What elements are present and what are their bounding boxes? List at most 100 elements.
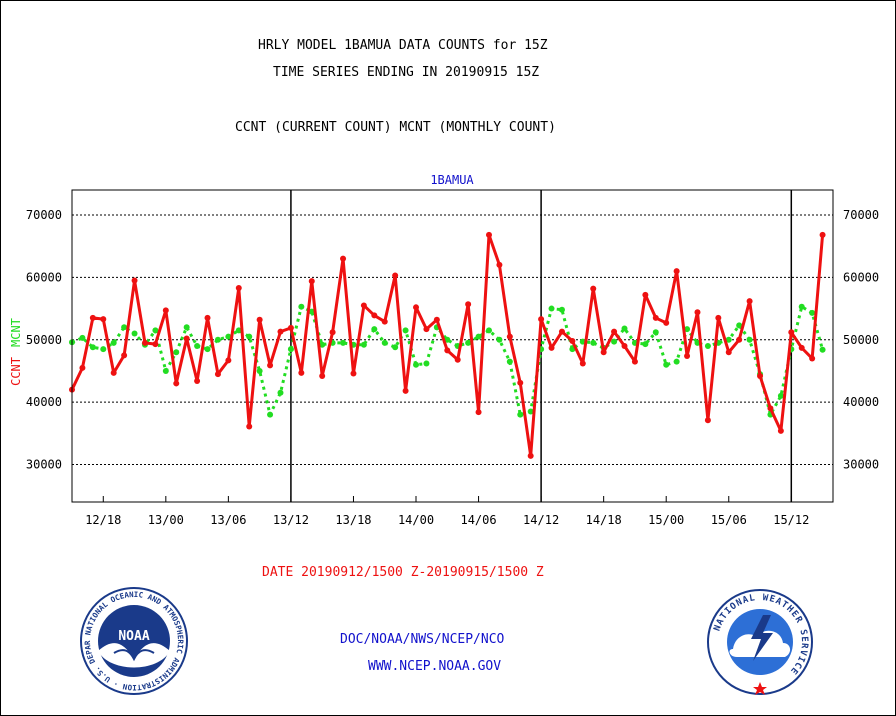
data-point-ccnt bbox=[548, 344, 555, 351]
data-point-ccnt bbox=[819, 231, 826, 238]
data-point-ccnt bbox=[214, 371, 221, 378]
data-point-mcnt bbox=[371, 326, 378, 333]
data-point-mcnt bbox=[527, 408, 534, 415]
data-point-mcnt bbox=[704, 343, 711, 349]
y-label-ccnt: CCNT bbox=[9, 357, 23, 386]
data-point-ccnt bbox=[725, 349, 732, 356]
data-point-ccnt bbox=[381, 318, 388, 325]
data-point-ccnt bbox=[235, 284, 242, 291]
org-label: DOC/NOAA/NWS/NCEP/NCO bbox=[340, 632, 505, 647]
data-point-mcnt bbox=[746, 336, 753, 343]
data-point-mcnt bbox=[485, 327, 492, 334]
data-point-ccnt bbox=[152, 341, 159, 348]
data-point-ccnt bbox=[454, 356, 461, 363]
series-layer bbox=[69, 231, 826, 459]
data-point-mcnt bbox=[621, 325, 628, 332]
data-point-ccnt bbox=[444, 347, 451, 354]
ncep-website-link[interactable]: WWW.NCEP.NOAA.GOV bbox=[368, 659, 502, 674]
data-point-ccnt bbox=[100, 316, 107, 323]
data-point-ccnt bbox=[631, 358, 638, 365]
data-point-ccnt bbox=[809, 355, 816, 362]
data-point-ccnt bbox=[465, 301, 472, 308]
data-point-ccnt bbox=[527, 452, 534, 459]
x-tick-label: 14/00 bbox=[398, 513, 434, 527]
data-point-ccnt bbox=[569, 338, 576, 345]
y-tick-label-left: 30000 bbox=[26, 458, 62, 472]
data-point-ccnt bbox=[350, 370, 357, 377]
plot-area bbox=[71, 189, 834, 503]
data-point-mcnt bbox=[204, 346, 211, 353]
data-point-mcnt bbox=[809, 309, 816, 316]
data-point-ccnt bbox=[621, 343, 628, 349]
data-point-ccnt bbox=[162, 307, 169, 314]
data-point-mcnt bbox=[423, 360, 430, 367]
y-tick-label-right: 70000 bbox=[843, 208, 879, 222]
data-point-mcnt bbox=[319, 341, 326, 348]
data-point-ccnt bbox=[611, 328, 618, 335]
data-point-mcnt bbox=[475, 333, 482, 340]
data-point-mcnt bbox=[340, 339, 347, 346]
data-point-mcnt bbox=[652, 329, 659, 336]
data-point-mcnt bbox=[100, 346, 107, 353]
data-point-ccnt bbox=[413, 304, 420, 311]
x-tick-label: 15/06 bbox=[711, 513, 747, 527]
noaa-logo-text: NOAA bbox=[118, 629, 149, 644]
data-point-ccnt bbox=[767, 405, 774, 412]
data-point-ccnt bbox=[704, 417, 711, 424]
data-point-mcnt bbox=[131, 330, 138, 337]
data-point-mcnt bbox=[684, 326, 691, 333]
data-point-ccnt bbox=[329, 329, 336, 336]
data-point-ccnt bbox=[287, 324, 294, 331]
data-point-ccnt bbox=[225, 357, 232, 364]
x-tick-labels: 12/18 13/00 13/06 13/12 13/18 14/00 14/06 14/12… bbox=[85, 496, 809, 527]
x-tick-label: 14/18 bbox=[586, 513, 622, 527]
data-point-mcnt bbox=[725, 336, 732, 343]
data-point-ccnt bbox=[204, 314, 211, 321]
x-tick-label: 13/06 bbox=[210, 513, 246, 527]
data-point-ccnt bbox=[246, 423, 253, 430]
data-point-ccnt bbox=[183, 335, 190, 342]
data-point-mcnt bbox=[267, 411, 274, 418]
nws-logo: NATIONAL WEATHER SERVICE bbox=[707, 589, 813, 695]
y-tick-label-right: 30000 bbox=[843, 458, 879, 472]
data-point-ccnt bbox=[121, 352, 128, 359]
data-point-mcnt bbox=[298, 303, 305, 310]
data-point-ccnt bbox=[746, 298, 753, 305]
data-point-ccnt bbox=[277, 328, 284, 335]
data-point-ccnt bbox=[694, 309, 701, 316]
data-point-ccnt bbox=[194, 377, 201, 384]
data-point-ccnt bbox=[173, 380, 180, 387]
data-point-mcnt bbox=[173, 349, 180, 356]
data-point-mcnt bbox=[611, 338, 618, 345]
data-point-mcnt bbox=[798, 303, 805, 310]
x-tick-label: 13/00 bbox=[148, 513, 184, 527]
data-point-ccnt bbox=[736, 336, 743, 343]
data-point-ccnt bbox=[267, 362, 274, 369]
data-point-ccnt bbox=[517, 379, 524, 386]
data-point-ccnt bbox=[371, 312, 378, 319]
data-point-mcnt bbox=[548, 305, 555, 312]
data-point-ccnt bbox=[673, 268, 680, 275]
data-point-ccnt bbox=[777, 427, 784, 434]
y-tick-label-right: 50000 bbox=[843, 333, 879, 347]
y-tick-label-left: 70000 bbox=[26, 208, 62, 222]
data-point-mcnt bbox=[308, 308, 315, 315]
data-point-mcnt bbox=[381, 339, 388, 346]
chart-title-line1: HRLY MODEL 1BAMUA DATA COUNTS for 15Z bbox=[258, 38, 548, 53]
data-point-mcnt bbox=[506, 358, 513, 365]
y-tick-label-left: 60000 bbox=[26, 270, 62, 284]
data-point-ccnt bbox=[340, 255, 347, 262]
data-point-mcnt bbox=[413, 361, 420, 368]
data-point-ccnt bbox=[642, 291, 649, 298]
data-point-mcnt bbox=[162, 367, 169, 374]
y-axis-left-label: CCNT MCNT bbox=[9, 318, 23, 386]
data-point-mcnt bbox=[819, 346, 826, 353]
data-point-ccnt bbox=[600, 349, 607, 356]
x-tick-label: 13/12 bbox=[273, 513, 309, 527]
chart-title-line2: TIME SERIES ENDING IN 20190915 15Z bbox=[273, 65, 540, 80]
svg-text:CCNTMCNT: CCNT MCNT bbox=[9, 318, 23, 386]
data-point-mcnt bbox=[79, 334, 86, 341]
data-point-mcnt bbox=[256, 367, 263, 374]
data-point-mcnt bbox=[736, 322, 743, 329]
y-tick-label-right: 60000 bbox=[843, 270, 879, 284]
